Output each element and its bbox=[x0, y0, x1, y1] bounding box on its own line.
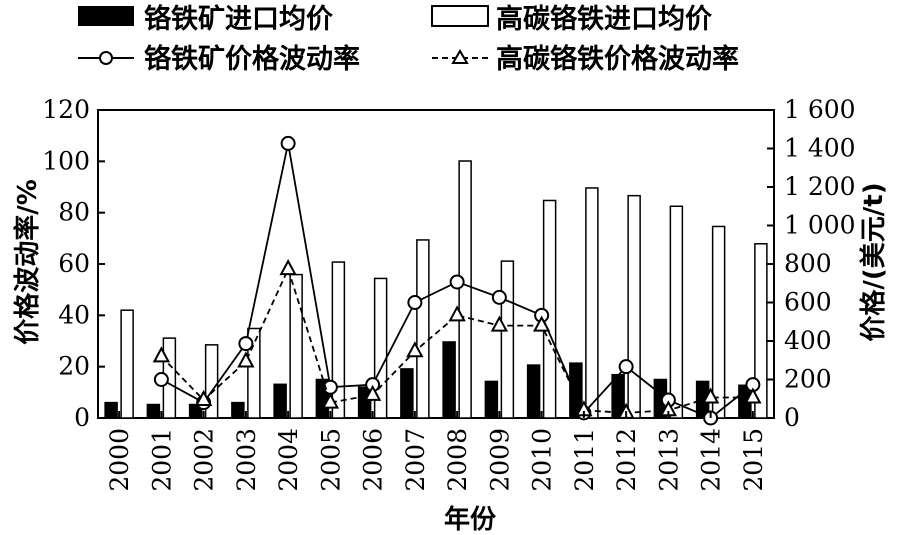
y-right-tick-label: 1 200 bbox=[784, 172, 856, 201]
x-tick-label: 2005 bbox=[316, 428, 345, 492]
point-ferrochrome-volatility bbox=[363, 384, 382, 401]
bar-ferrochrome bbox=[416, 239, 430, 419]
x-tick-label: 2013 bbox=[654, 428, 683, 492]
y-left-tick-label: 0 bbox=[74, 403, 90, 432]
bar-chromite bbox=[526, 364, 541, 419]
bar-ferrochrome bbox=[754, 243, 768, 419]
y-left-tick-label: 40 bbox=[58, 300, 90, 329]
point-ferrochrome-volatility bbox=[321, 392, 340, 409]
point-ferrochrome-volatility bbox=[744, 387, 762, 404]
x-tick-label: 2002 bbox=[190, 428, 219, 492]
point-chromite-volatility bbox=[618, 359, 634, 375]
point-ferrochrome-volatility bbox=[406, 341, 424, 358]
point-chromite-volatility bbox=[491, 289, 507, 305]
bar-ferrochrome bbox=[627, 194, 641, 419]
y-left-tick-label: 80 bbox=[58, 198, 90, 227]
y-right-tick-label: 400 bbox=[784, 326, 832, 355]
y-right-tick-label: 600 bbox=[784, 288, 832, 317]
y-left-tick-label: 60 bbox=[58, 249, 90, 278]
y-right-tick-label: 1 000 bbox=[784, 211, 856, 240]
legend-marker-chromite-volatility bbox=[99, 51, 113, 65]
x-tick-label: 2009 bbox=[485, 428, 514, 492]
bar-ferrochrome bbox=[711, 225, 726, 419]
x-axis-title: 年份 bbox=[444, 504, 496, 535]
point-ferrochrome-volatility bbox=[448, 305, 466, 322]
legend-label-ferrochrome-price: 高碳铬铁进口均价 bbox=[496, 3, 713, 35]
y-right-tick-label: 1 400 bbox=[784, 134, 856, 163]
bar-chromite bbox=[442, 341, 456, 419]
point-ferrochrome-volatility bbox=[152, 346, 171, 363]
x-tick-label: 2006 bbox=[359, 428, 388, 492]
bar-ferrochrome bbox=[331, 261, 346, 419]
bar-ferrochrome bbox=[500, 260, 515, 419]
plot-area: 0 20 40 60 80 100 120 0 200 400 600 800 1 000 1 200 1 … bbox=[42, 95, 855, 492]
legend-marker-ferrochrome-volatility bbox=[451, 49, 469, 64]
y-left-axis-title: 价格波动率/% bbox=[12, 179, 43, 345]
bar-chromite bbox=[231, 401, 245, 419]
legend-swatch-chromite-price bbox=[78, 6, 134, 26]
bar-chromite bbox=[146, 403, 161, 419]
y-right-tick-label: 200 bbox=[784, 365, 832, 394]
x-tick-label: 2008 bbox=[443, 428, 472, 492]
point-chromite-volatility bbox=[238, 336, 254, 352]
point-ferrochrome-volatility bbox=[532, 315, 551, 332]
point-chromite-volatility bbox=[280, 135, 296, 151]
point-chromite-volatility bbox=[449, 274, 465, 290]
x-tick-label: 2014 bbox=[697, 428, 726, 492]
series-line-ferrochrome-volatility bbox=[160, 266, 753, 414]
y-right-axis-title: 价格/(美元/t) bbox=[858, 182, 889, 341]
x-tick-label: 2012 bbox=[612, 428, 641, 492]
x-tick-label: 2007 bbox=[401, 428, 430, 492]
point-chromite-volatility bbox=[153, 372, 169, 387]
y-left-tick-label: 120 bbox=[42, 95, 90, 124]
x-tick-label: 2015 bbox=[739, 428, 768, 492]
bar-ferrochrome bbox=[669, 205, 684, 419]
legend-label-chromite-price: 铬铁矿进口均价 bbox=[144, 3, 334, 35]
legend-swatch-ferrochrome-price bbox=[431, 5, 489, 27]
point-ferrochrome-volatility bbox=[194, 389, 213, 407]
legend-label-ferrochrome-volatility: 高碳铬铁价格波动率 bbox=[496, 43, 739, 75]
bar-ferrochrome bbox=[458, 160, 472, 419]
x-tick-label: 2003 bbox=[232, 428, 261, 492]
point-ferrochrome-volatility bbox=[701, 387, 720, 404]
x-tick-label: 2001 bbox=[147, 428, 176, 492]
y-right-tick-label: 800 bbox=[784, 249, 832, 278]
bar-chromite bbox=[357, 386, 372, 419]
bar-ferrochrome bbox=[289, 273, 303, 419]
point-ferrochrome-volatility bbox=[279, 259, 297, 276]
legend-label-chromite-volatility: 铬铁矿价格波动率 bbox=[144, 43, 360, 75]
y-right-tick-label: 0 bbox=[784, 403, 800, 432]
point-ferrochrome-volatility bbox=[237, 351, 255, 368]
x-tick-label: 2004 bbox=[274, 428, 303, 492]
y-left-tick-label: 100 bbox=[42, 146, 90, 175]
bar-ferrochrome bbox=[247, 327, 261, 419]
bar-chromite bbox=[400, 368, 414, 419]
point-chromite-volatility bbox=[407, 295, 423, 310]
bar-chromite bbox=[104, 401, 118, 419]
bar-ferrochrome bbox=[585, 187, 599, 419]
x-tick-label: 2010 bbox=[528, 428, 557, 492]
point-ferrochrome-volatility bbox=[490, 315, 509, 332]
x-tick-label: 2000 bbox=[105, 428, 134, 492]
bar-chromite bbox=[484, 380, 499, 419]
bar-ferrochrome bbox=[120, 309, 134, 419]
y-right-tick-label: 1 600 bbox=[784, 95, 856, 124]
legend: 铬铁矿进口均价 高碳铬铁进口均价 铬铁矿价格波动率 高碳铬铁价格波动率 bbox=[78, 3, 739, 75]
x-tick-label: 2011 bbox=[570, 428, 599, 492]
y-left-tick-label: 20 bbox=[58, 352, 90, 381]
bar-chromite bbox=[273, 383, 287, 419]
bar-chromite bbox=[569, 362, 583, 419]
